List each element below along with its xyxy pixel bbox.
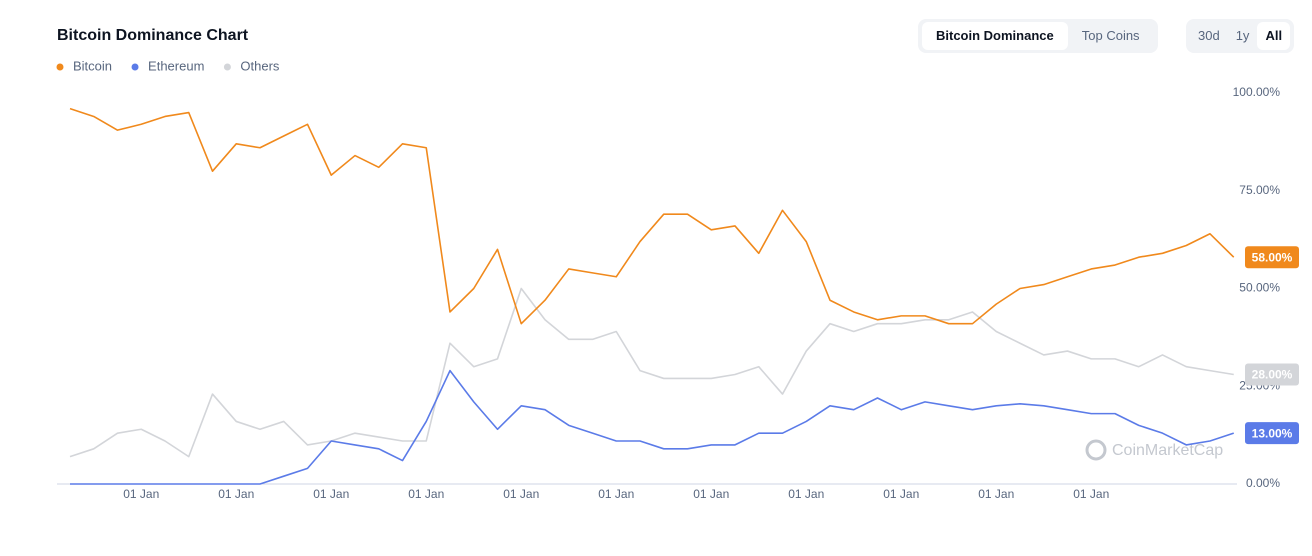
range-tabs: 30d 1y All	[1186, 19, 1295, 53]
series-line	[69, 287, 1234, 458]
end-badge	[1245, 363, 1299, 386]
x-tick-label: 01 Jan	[598, 487, 634, 501]
legend-marker	[56, 63, 64, 71]
watermark: CoinMarketCap	[1085, 439, 1223, 461]
range-button[interactable]: All	[1257, 22, 1291, 50]
x-tick-label: 01 Jan	[978, 487, 1014, 501]
chart-title: Bitcoin Dominance Chart	[57, 27, 249, 44]
legend-marker	[131, 63, 139, 71]
y-tick-label: 75.00%	[1239, 183, 1280, 197]
legend-label: Ethereum	[148, 58, 204, 73]
watermark-logo	[1085, 439, 1107, 461]
range-button[interactable]: 1y	[1235, 28, 1250, 43]
tab[interactable]: Top Coins	[1081, 28, 1140, 43]
y-tick-label: 100.00%	[1233, 85, 1281, 99]
x-tick-label: 01 Jan	[693, 487, 729, 501]
legend-label: Bitcoin	[73, 58, 112, 73]
x-tick-label: 01 Jan	[503, 487, 539, 501]
tab[interactable]: Bitcoin Dominance	[922, 22, 1068, 50]
x-tick-label: 01 Jan	[1073, 487, 1109, 501]
end-badge	[1245, 246, 1299, 269]
x-tick-label: 01 Jan	[123, 487, 159, 501]
end-badge-label: 58.00%	[1252, 250, 1293, 264]
y-tick-label: 50.00%	[1239, 281, 1280, 295]
end-badge	[1245, 422, 1299, 445]
series-line	[70, 369, 1235, 485]
x-tick-label: 01 Jan	[218, 487, 254, 501]
x-tick-label: 01 Jan	[788, 487, 824, 501]
y-tick-label: 0.00%	[1246, 476, 1280, 490]
end-badge-label: 28.00%	[1252, 368, 1293, 382]
x-tick-label: 01 Jan	[408, 487, 444, 501]
range-button[interactable]: 30d	[1198, 28, 1220, 43]
view-tabs: Bitcoin Dominance Top Coins	[918, 19, 1158, 53]
legend-label: Others	[240, 58, 280, 73]
x-tick-label: 01 Jan	[883, 487, 919, 501]
series-line	[69, 107, 1235, 325]
end-badge-label: 13.00%	[1252, 426, 1293, 440]
watermark-text: CoinMarketCap	[1112, 442, 1223, 459]
x-tick-label: 01 Jan	[313, 487, 349, 501]
legend-marker	[223, 63, 231, 71]
